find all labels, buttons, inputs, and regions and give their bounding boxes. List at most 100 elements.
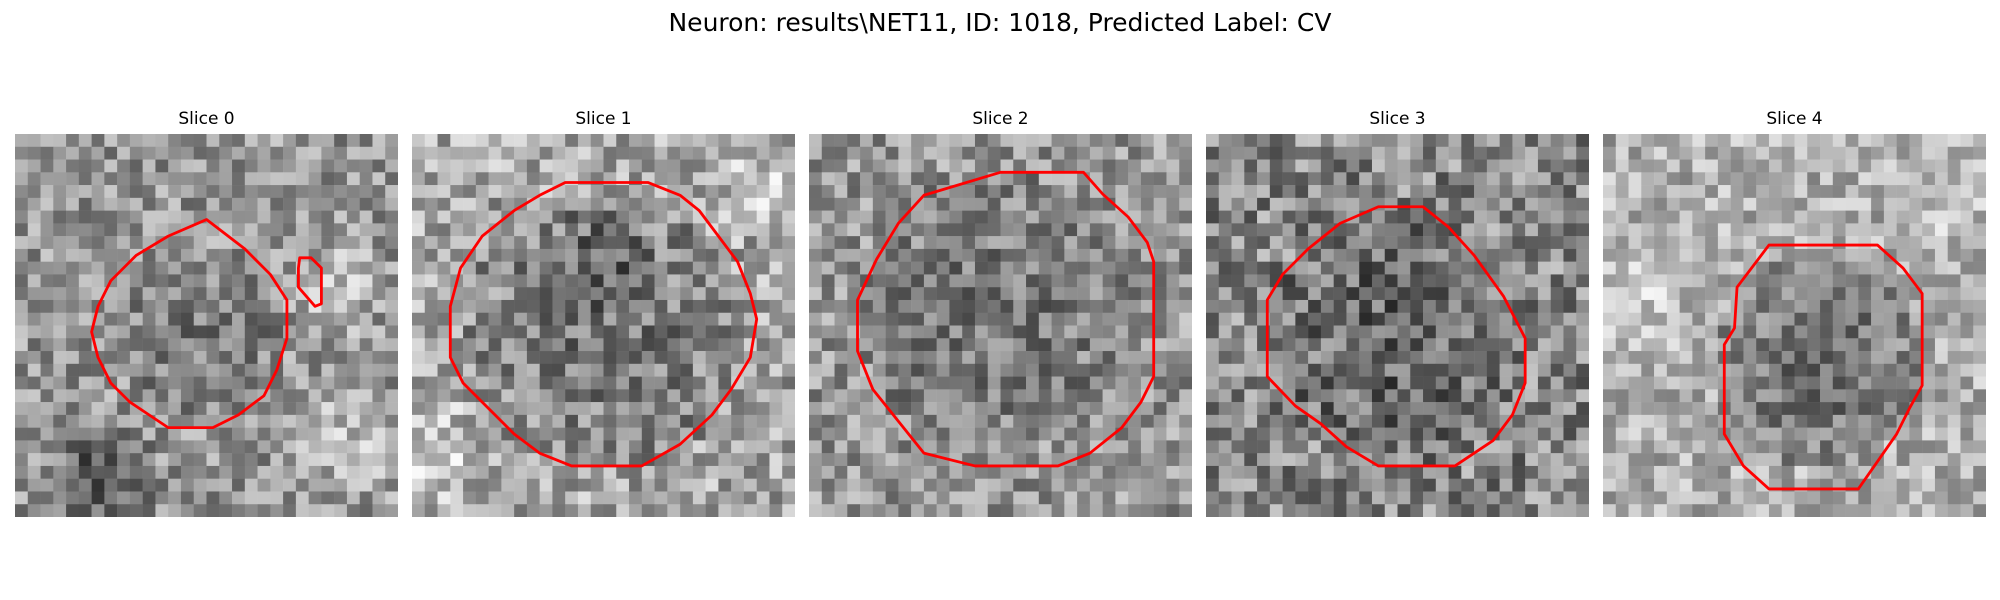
image-pixel [526, 299, 540, 313]
image-pixel [552, 402, 566, 416]
image-pixel [308, 478, 322, 492]
image-pixel [872, 338, 886, 352]
image-pixel [1666, 389, 1680, 403]
image-pixel [1909, 351, 1923, 365]
image-pixel [15, 159, 29, 173]
image-pixel [1705, 504, 1719, 517]
image-pixel [1359, 236, 1373, 250]
image-pixel [372, 248, 386, 262]
image-pixel [616, 402, 630, 416]
image-pixel [1960, 274, 1974, 288]
image-pixel [1858, 210, 1872, 224]
image-pixel [974, 414, 988, 428]
image-pixel [270, 414, 284, 428]
image-pixel [898, 172, 912, 186]
image-pixel [1051, 312, 1065, 326]
image-pixel [1115, 504, 1129, 517]
image-pixel [40, 134, 54, 148]
image-pixel [1563, 312, 1577, 326]
image-pixel [334, 197, 348, 211]
image-pixel [616, 351, 630, 365]
image-pixel [129, 261, 143, 275]
image-pixel [809, 274, 823, 288]
image-pixel [1269, 312, 1283, 326]
image-pixel [155, 325, 169, 339]
image-pixel [475, 363, 489, 377]
image-pixel [53, 159, 67, 173]
image-pixel [718, 261, 732, 275]
image-pixel [1128, 146, 1142, 160]
image-pixel [1896, 210, 1910, 224]
image-pixel [974, 389, 988, 403]
image-pixel [872, 261, 886, 275]
image-pixel [514, 504, 528, 517]
image-pixel [1781, 223, 1795, 237]
image-pixel [1486, 389, 1500, 403]
image-pixel [1000, 159, 1014, 173]
image-pixel [1756, 299, 1770, 313]
image-pixel [1934, 478, 1948, 492]
image-pixel [1717, 146, 1731, 160]
image-pixel [526, 185, 540, 199]
image-pixel [424, 465, 438, 479]
image-pixel [1512, 465, 1526, 479]
image-pixel [821, 197, 835, 211]
image-pixel [1705, 210, 1719, 224]
image-pixel [450, 210, 464, 224]
image-pixel [501, 453, 515, 467]
image-pixel [1269, 299, 1283, 313]
image-pixel [1679, 453, 1693, 467]
image-pixel [1000, 197, 1014, 211]
image-pixel [1397, 236, 1411, 250]
image-pixel [1858, 159, 1872, 173]
image-pixel [437, 389, 451, 403]
image-pixel [1000, 299, 1014, 313]
image-pixel [1756, 376, 1770, 390]
image-pixel [1692, 351, 1706, 365]
image-pixel [629, 465, 643, 479]
image-pixel [769, 274, 783, 288]
image-pixel [1654, 389, 1668, 403]
image-pixel [590, 197, 604, 211]
image-pixel [437, 159, 451, 173]
image-pixel [78, 478, 92, 492]
image-pixel [526, 210, 540, 224]
image-pixel [1051, 146, 1065, 160]
image-pixel [283, 261, 297, 275]
image-pixel [1359, 414, 1373, 428]
image-pixel [616, 134, 630, 148]
image-pixel [667, 236, 681, 250]
image-pixel [1371, 325, 1385, 339]
image-pixel [526, 504, 540, 517]
image-pixel [1947, 338, 1961, 352]
image-pixel [1218, 134, 1232, 148]
image-pixel [308, 338, 322, 352]
image-pixel [782, 236, 795, 250]
image-pixel [1064, 491, 1078, 505]
image-pixel [40, 312, 54, 326]
image-pixel [450, 299, 464, 313]
image-pixel [359, 197, 373, 211]
image-pixel [53, 491, 67, 505]
image-pixel [1435, 287, 1449, 301]
image-pixel [1346, 427, 1360, 441]
image-pixel [1206, 236, 1220, 250]
image-pixel [1563, 236, 1577, 250]
image-pixel [385, 299, 398, 313]
image-pixel [860, 248, 874, 262]
image-pixel [308, 376, 322, 390]
image-pixel [129, 389, 143, 403]
image-pixel [1537, 351, 1551, 365]
image-pixel [526, 134, 540, 148]
image-pixel [603, 299, 617, 313]
image-pixel [1089, 453, 1103, 467]
image-pixel [514, 325, 528, 339]
image-pixel [1934, 159, 1948, 173]
image-pixel [1947, 402, 1961, 416]
image-pixel [78, 274, 92, 288]
image-pixel [1269, 453, 1283, 467]
image-pixel [1628, 312, 1642, 326]
image-pixel [1474, 427, 1488, 441]
image-pixel [104, 287, 118, 301]
image-pixel [142, 146, 156, 160]
